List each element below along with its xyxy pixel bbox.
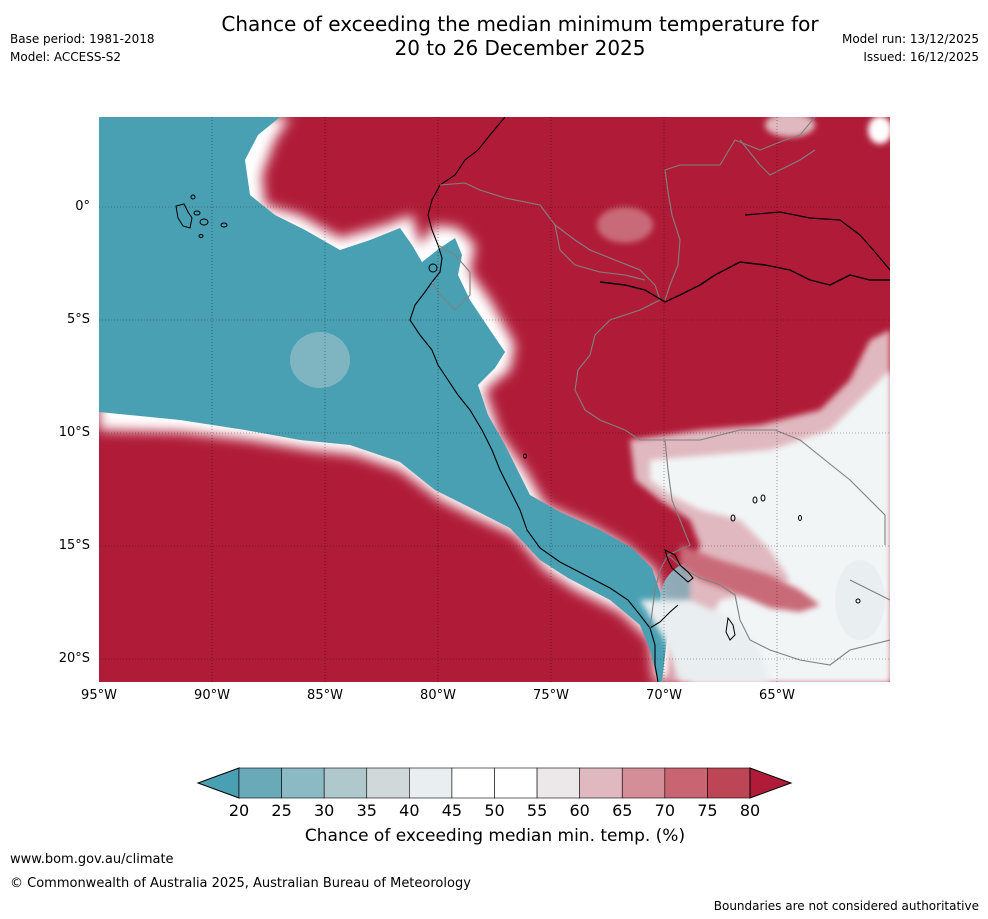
lon-label-70w: 70°W xyxy=(646,688,682,703)
mid-low-patch xyxy=(290,332,350,388)
amazon-river xyxy=(599,261,890,303)
colorbar-segment xyxy=(494,767,538,799)
map-title: Chance of exceeding the median minimum t… xyxy=(200,12,840,60)
footer-url[interactable]: www.bom.gov.au/climate xyxy=(10,852,174,867)
colorbar-segment xyxy=(366,767,410,799)
graticule xyxy=(99,117,890,682)
colorbar-segment xyxy=(621,767,666,799)
coastline-chile xyxy=(649,604,679,629)
meta-left: Base period: 1981-2018 Model: ACCESS-S2 xyxy=(10,30,155,66)
lon-label-90w: 90°W xyxy=(194,688,230,703)
lon-label-75w: 75°W xyxy=(533,688,569,703)
lon-label-80w: 80°W xyxy=(420,688,456,703)
neutral-patch xyxy=(868,117,890,144)
mid-high-patch xyxy=(597,207,653,243)
colorbar-tick-label: 25 xyxy=(271,801,292,820)
neutral-probability-inner xyxy=(650,370,890,682)
lat-label-5s: 5°S xyxy=(66,312,90,327)
low-probability-area xyxy=(99,117,668,682)
colorbar-arrow-high xyxy=(749,767,793,799)
lat-label-0: 0° xyxy=(75,199,90,214)
colorbar-segment xyxy=(238,767,282,799)
colorbar-segment xyxy=(281,767,325,799)
lon-label-85w: 85°W xyxy=(307,688,343,703)
footer-copyright: © Commonwealth of Australia 2025, Austra… xyxy=(10,876,471,891)
colorbar-label: Chance of exceeding median min. temp. (%… xyxy=(304,826,686,846)
river-mouth xyxy=(744,211,890,271)
colorbar-tick-label: 40 xyxy=(399,801,420,820)
title-line-2: 20 to 26 December 2025 xyxy=(394,36,646,60)
colorbar-segment xyxy=(707,767,751,799)
colorbar-segment xyxy=(664,767,708,799)
title-line-1: Chance of exceeding the median minimum t… xyxy=(221,12,819,36)
model-run: Model run: 13/12/2025 xyxy=(841,32,979,46)
country-borders xyxy=(431,117,890,666)
lat-label-15s: 15°S xyxy=(58,538,90,553)
colorbar-segment xyxy=(451,767,495,799)
colorbar-tick-label: 65 xyxy=(612,801,633,820)
colorbar-segment xyxy=(409,767,453,799)
colorbar-tick-label: 20 xyxy=(228,801,250,820)
small-lakes xyxy=(428,263,861,604)
colorbar-tick-label: 60 xyxy=(569,801,590,820)
base-period: Base period: 1981-2018 xyxy=(10,32,155,46)
colorbar-segment xyxy=(579,767,623,799)
lake-titicaca xyxy=(664,548,694,583)
colorbar-tick-label: 45 xyxy=(441,801,463,820)
coastal-light-band xyxy=(640,600,770,682)
colorbar-segment xyxy=(323,767,368,799)
meta-right: Model run: 13/12/2025 Issued: 16/12/2025 xyxy=(842,30,979,66)
colorbar-tick-label: 30 xyxy=(313,801,335,820)
model-name: Model: ACCESS-S2 xyxy=(10,50,122,64)
colorbar-tick-label: 35 xyxy=(356,801,377,820)
mid-high-patch xyxy=(765,117,815,137)
coastline xyxy=(409,117,659,682)
colorbar-tick-label: 75 xyxy=(697,801,718,820)
forecast-map xyxy=(99,117,890,682)
mid-high-band xyxy=(680,545,820,612)
colorbar-arrow-low xyxy=(196,767,240,799)
colorbar-tick-label: 70 xyxy=(654,801,675,820)
galapagos-islands xyxy=(175,194,228,238)
lat-label-20s: 20°S xyxy=(58,651,90,666)
lake-poopo xyxy=(725,616,736,641)
lon-label-95w: 95°W xyxy=(81,688,117,703)
colorbar-tick-label: 50 xyxy=(484,801,505,820)
issued-date: Issued: 16/12/2025 xyxy=(863,50,979,64)
lon-label-65w: 65°W xyxy=(759,688,795,703)
lat-label-10s: 10°S xyxy=(58,425,90,440)
colorbar-segment xyxy=(536,767,580,799)
footer-disclaimer: Boundaries are not considered authoritat… xyxy=(713,899,979,913)
colorbar-tick-label: 80 xyxy=(739,801,761,820)
colorbar xyxy=(196,767,793,799)
colorbar-tick-label: 55 xyxy=(526,801,548,820)
